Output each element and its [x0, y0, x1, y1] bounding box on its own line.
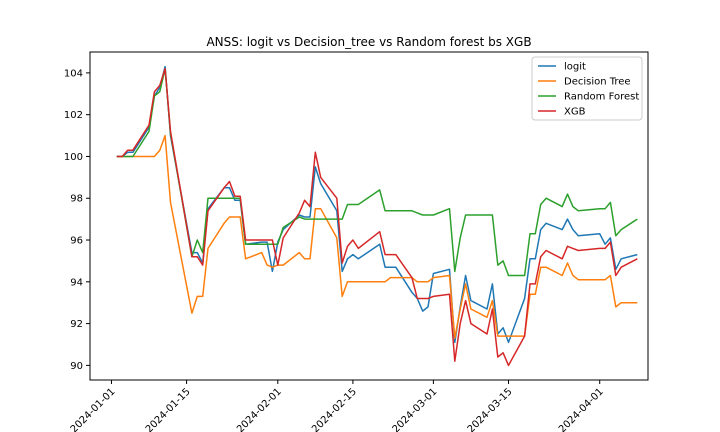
legend-label: logit	[564, 62, 586, 73]
chart-title: ANSS: logit vs Decision_tree vs Random f…	[206, 35, 531, 49]
axes-frame	[89, 51, 649, 381]
legend-label: Decision Tree	[564, 77, 631, 88]
y-axis: 90 92 94 96 98 100 102 104	[64, 68, 90, 372]
y-tick-label: 94	[70, 277, 83, 288]
legend-label: XGB	[564, 107, 586, 118]
plot-area	[89, 51, 649, 381]
y-tick-label: 92	[70, 319, 83, 330]
y-tick-label: 104	[64, 68, 83, 79]
y-tick-label: 102	[64, 110, 83, 121]
series-line-random-forest	[116, 67, 638, 277]
y-tick-label: 100	[64, 152, 83, 163]
series-line-decision-tree	[116, 134, 638, 339]
legend-label: Random Forest	[564, 92, 639, 103]
y-tick-label: 98	[70, 194, 83, 205]
series-line-xgb	[116, 67, 638, 367]
legend: logit Decision Tree Random Forest XGB	[531, 56, 643, 121]
y-tick-label: 90	[70, 361, 83, 372]
legend-box	[531, 56, 643, 121]
y-tick-label: 96	[70, 236, 83, 247]
